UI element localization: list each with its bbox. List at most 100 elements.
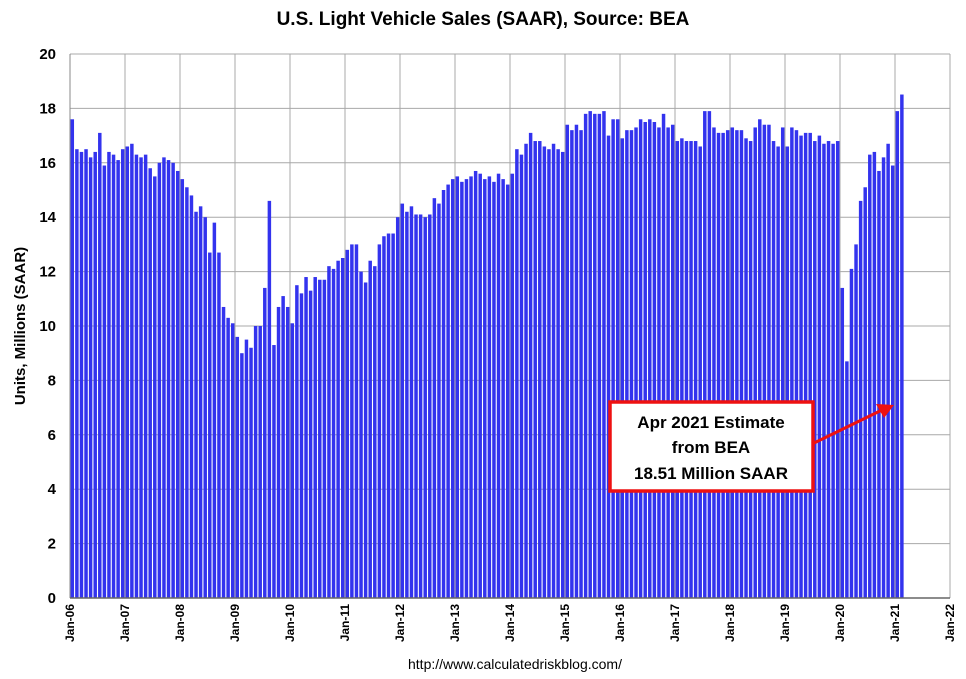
- bar: [675, 141, 680, 599]
- bar: [143, 154, 148, 598]
- x-tick-label-5: Jan-11: [338, 604, 352, 642]
- bar: [363, 282, 368, 598]
- bar: [120, 149, 125, 598]
- axes: [69, 54, 950, 599]
- bar: [446, 184, 450, 598]
- bar: [877, 170, 881, 598]
- bar: [464, 179, 469, 598]
- bar: [881, 157, 886, 599]
- bar: [625, 130, 629, 598]
- bar: [762, 124, 767, 598]
- bar: [744, 138, 748, 598]
- bar: [565, 124, 570, 598]
- bar: [340, 258, 345, 598]
- bar: [75, 149, 79, 598]
- bar: [400, 203, 405, 598]
- bar: [611, 119, 615, 598]
- y-tick-label-8: 16: [39, 155, 56, 172]
- bar: [107, 151, 111, 599]
- bar: [226, 317, 230, 598]
- bar: [487, 176, 492, 598]
- bar: [189, 195, 194, 598]
- bar: [698, 146, 702, 599]
- bar: [780, 127, 785, 598]
- bar: [285, 306, 290, 598]
- bar: [620, 138, 625, 598]
- y-tick-label-3: 6: [48, 427, 56, 444]
- bar: [423, 217, 427, 598]
- bar: [551, 143, 556, 598]
- bar: [813, 141, 817, 599]
- bar: [450, 179, 455, 598]
- annotation-line-2: from BEA: [672, 438, 750, 457]
- bar: [528, 132, 533, 598]
- bar: [689, 141, 693, 599]
- bar: [93, 151, 97, 599]
- bar: [872, 151, 877, 599]
- x-tick-label-15: Jan-21: [888, 604, 902, 642]
- x-tick-label-7: Jan-13: [448, 604, 462, 642]
- bar: [657, 127, 661, 598]
- x-tick-label-8: Jan-14: [503, 604, 517, 642]
- bar: [432, 198, 437, 598]
- bar: [510, 173, 515, 598]
- bar: [79, 151, 84, 599]
- x-tick-label-9: Jan-15: [558, 604, 572, 642]
- bar: [721, 132, 725, 598]
- y-tick-label-6: 12: [39, 264, 56, 281]
- bar: [235, 336, 240, 598]
- bar: [308, 290, 313, 598]
- y-tick-labels: 0 2 4 6 8 10 12 14 16 18 20: [39, 46, 56, 607]
- annotation-arrow: [811, 408, 883, 446]
- bar: [661, 113, 666, 598]
- bar: [130, 143, 134, 598]
- bar: [588, 111, 592, 599]
- bar: [524, 143, 528, 598]
- x-tick-label-1: Jan-07: [118, 604, 132, 642]
- bar: [359, 271, 363, 598]
- bar: [221, 306, 226, 598]
- bar: [203, 217, 207, 598]
- bar: [845, 361, 849, 598]
- bar: [638, 119, 643, 598]
- bar: [771, 141, 776, 599]
- bar: [382, 236, 386, 599]
- bar: [478, 173, 482, 598]
- bar: [125, 146, 130, 599]
- bar: [253, 326, 258, 598]
- bar: [808, 132, 812, 598]
- bar: [354, 244, 359, 598]
- bar: [162, 157, 166, 599]
- bar: [469, 176, 473, 598]
- bar: [483, 179, 487, 598]
- bar: [725, 130, 730, 598]
- x-tick-label-10: Jan-16: [613, 604, 627, 642]
- y-tick-label-10: 20: [39, 46, 56, 63]
- bar: [194, 211, 198, 598]
- bar: [428, 214, 432, 599]
- bar: [680, 138, 684, 598]
- bar: [515, 149, 519, 598]
- bar: [707, 111, 712, 599]
- bar: [185, 187, 189, 598]
- bar: [840, 287, 845, 598]
- x-tick-label-6: Jan-12: [393, 604, 407, 642]
- bar: [542, 146, 547, 599]
- bar: [441, 190, 446, 598]
- bar: [460, 181, 464, 598]
- bar: [579, 130, 583, 598]
- bar: [849, 268, 854, 598]
- bar: [519, 154, 524, 598]
- x-tick-label-14: Jan-20: [833, 604, 847, 642]
- bar: [505, 184, 510, 598]
- bar: [890, 165, 895, 598]
- bar: [615, 119, 620, 598]
- x-tick-label-0: Jan-06: [63, 604, 77, 642]
- x-tick-label-11: Jan-17: [668, 604, 682, 642]
- bar: [331, 268, 336, 598]
- source-url: http://www.calculatedriskblog.com/: [408, 656, 622, 672]
- bar: [98, 132, 102, 598]
- bar: [670, 124, 675, 598]
- x-tick-labels: Jan-06 Jan-07 Jan-08 Jan-09 Jan-10 Jan-11 Jan-…: [63, 604, 957, 642]
